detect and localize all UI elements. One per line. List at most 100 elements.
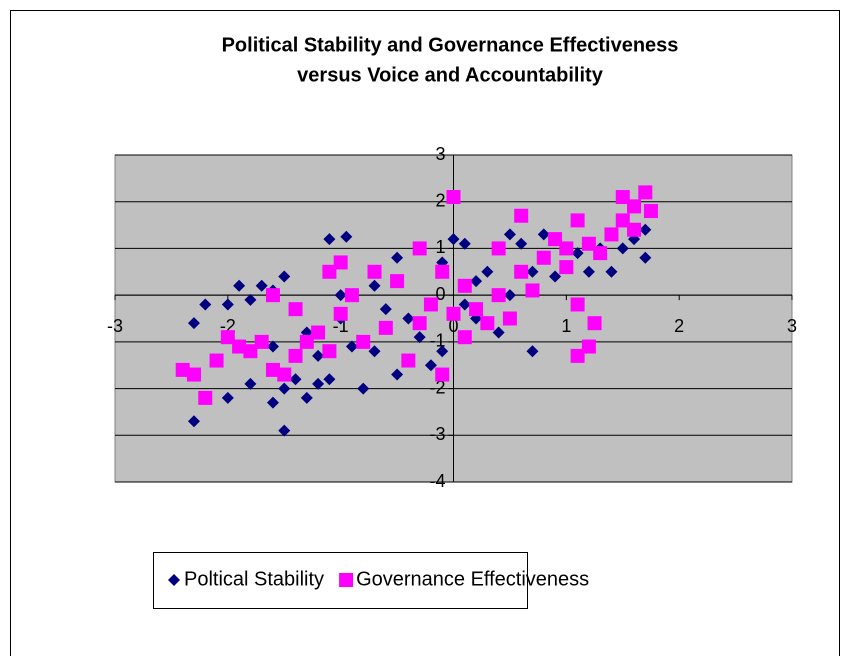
- point: [447, 233, 460, 246]
- point: [491, 241, 506, 256]
- point: [266, 396, 279, 409]
- x-tick-label: -1: [333, 316, 349, 336]
- point: [323, 233, 336, 246]
- point: [187, 415, 200, 428]
- point: [220, 330, 235, 345]
- point: [435, 367, 450, 382]
- y-tick-label: -4: [429, 471, 445, 491]
- point: [616, 242, 629, 255]
- point: [492, 326, 505, 339]
- legend-marker: [339, 573, 354, 587]
- point: [344, 288, 359, 303]
- point: [502, 311, 517, 326]
- point: [481, 265, 494, 278]
- point: [221, 391, 234, 404]
- y-tick-label: 2: [435, 190, 445, 210]
- x-tick-label: 2: [674, 316, 684, 336]
- point: [615, 213, 630, 228]
- point: [627, 199, 642, 214]
- point: [412, 241, 427, 256]
- legend-label: Poltical Stability: [184, 568, 324, 590]
- point: [458, 298, 471, 311]
- point: [391, 251, 404, 264]
- point: [412, 316, 427, 331]
- point: [436, 345, 449, 358]
- point: [357, 382, 370, 395]
- point: [525, 283, 540, 298]
- point: [265, 362, 280, 377]
- point: [639, 251, 652, 264]
- point: [627, 222, 642, 237]
- point: [255, 279, 268, 292]
- point: [333, 306, 348, 321]
- point: [587, 316, 602, 331]
- point: [278, 424, 291, 437]
- point: [643, 204, 658, 219]
- point: [581, 339, 596, 354]
- point: [581, 236, 596, 251]
- point: [289, 373, 302, 386]
- point: [469, 302, 484, 317]
- point: [345, 340, 358, 353]
- point: [605, 265, 618, 278]
- point: [187, 317, 200, 330]
- x-tick-label: -3: [107, 316, 123, 336]
- point: [299, 334, 314, 349]
- y-tick-label: 1: [435, 237, 445, 257]
- point: [548, 232, 563, 247]
- point: [391, 368, 404, 381]
- point: [446, 306, 461, 321]
- y-tick-label: 3: [435, 144, 445, 164]
- point: [367, 264, 382, 279]
- point: [638, 185, 653, 200]
- point: [604, 227, 619, 242]
- point: [457, 278, 472, 293]
- point: [266, 340, 279, 353]
- point: [379, 303, 392, 316]
- legend-label: Governance Effectiveness: [356, 568, 589, 590]
- point: [570, 213, 585, 228]
- point: [340, 230, 353, 243]
- point: [368, 279, 381, 292]
- point: [457, 330, 472, 345]
- point: [199, 298, 212, 311]
- point: [311, 325, 326, 340]
- point: [232, 339, 247, 354]
- point: [559, 260, 574, 275]
- point: [582, 265, 595, 278]
- point: [503, 228, 516, 241]
- x-tick-label: 3: [787, 316, 797, 336]
- chart-title: Political Stability and Governance Effec…: [222, 34, 679, 56]
- point: [312, 377, 325, 390]
- point: [312, 349, 325, 362]
- point: [323, 373, 336, 386]
- point: [615, 190, 630, 205]
- point: [515, 237, 528, 250]
- point: [243, 344, 258, 359]
- point: [423, 297, 438, 312]
- point: [537, 228, 550, 241]
- y-tick-label: -2: [429, 377, 445, 397]
- point: [536, 250, 551, 265]
- point: [278, 270, 291, 283]
- point: [356, 334, 371, 349]
- point: [458, 237, 471, 250]
- point: [402, 312, 415, 325]
- x-tick-label: 1: [561, 316, 571, 336]
- point: [244, 377, 257, 390]
- point: [435, 264, 450, 279]
- point: [254, 334, 269, 349]
- point: [424, 359, 437, 372]
- point: [549, 270, 562, 283]
- point: [244, 293, 257, 306]
- point: [378, 320, 393, 335]
- point: [278, 382, 291, 395]
- point: [401, 353, 416, 368]
- y-tick-label: -3: [429, 424, 445, 444]
- y-tick-label: 0: [435, 284, 445, 304]
- point: [526, 265, 539, 278]
- point: [514, 208, 529, 223]
- point: [570, 297, 585, 312]
- point: [233, 279, 246, 292]
